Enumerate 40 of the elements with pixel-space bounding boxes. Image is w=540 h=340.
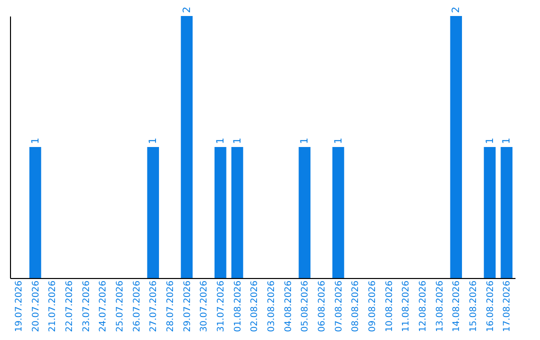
x-tick-label: 25.07.2026	[115, 280, 126, 332]
x-tick-label: 30.07.2026	[200, 280, 210, 332]
x-tick-label: 08.08.2026	[351, 280, 362, 332]
x-tick-label: 28.07.2026	[166, 280, 176, 332]
x-tick-label: 06.08.2026	[317, 280, 328, 332]
data-label: 1	[215, 138, 226, 144]
x-tick-label: 21.07.2026	[48, 280, 58, 332]
x-tick-label: 10.08.2026	[384, 280, 395, 332]
x-tick-label: 26.07.2026	[132, 280, 142, 332]
x-tick-label: 12.08.2026	[418, 280, 428, 332]
x-tick-label: 09.08.2026	[368, 280, 378, 332]
x-tick-label: 03.08.2026	[266, 280, 277, 332]
data-label: 2	[451, 6, 462, 13]
x-tick-label: 17.08.2026	[502, 280, 513, 332]
x-tick-label: 04.08.2026	[284, 280, 294, 332]
data-label: 1	[333, 138, 344, 144]
data-label: 1	[148, 138, 160, 144]
x-tick-label: 22.07.2026	[64, 280, 75, 332]
x-tick-label: 20.07.2026	[31, 280, 42, 332]
data-label: 1	[30, 138, 42, 144]
x-tick-label: 29.07.2026	[182, 280, 193, 332]
data-label: 1	[484, 138, 496, 144]
x-tick-label: 14.08.2026	[452, 280, 462, 332]
x-tick-label: 15.08.2026	[468, 280, 479, 332]
x-tick-label: 13.08.2026	[435, 280, 446, 332]
x-tick-label: 23.07.2026	[82, 280, 92, 332]
x-tick-label: 24.07.2026	[98, 280, 109, 332]
x-tick-label: 31.07.2026	[216, 280, 226, 332]
x-tick-label: 19.07.2026	[14, 280, 24, 332]
x-tick-label: 07.08.2026	[334, 280, 344, 332]
data-label: 1	[232, 138, 244, 144]
x-tick-label: 27.07.2026	[149, 280, 160, 332]
data-label: 2	[182, 6, 193, 13]
x-tick-label: 02.08.2026	[250, 280, 260, 332]
x-tick-label: 16.08.2026	[486, 280, 496, 332]
data-label: 1	[502, 138, 513, 144]
x-tick-label: 11.08.2026	[402, 280, 412, 332]
x-tick-label: 05.08.2026	[300, 280, 311, 332]
x-tick-label: 01.08.2026	[233, 280, 244, 332]
data-label: 1	[300, 138, 311, 144]
